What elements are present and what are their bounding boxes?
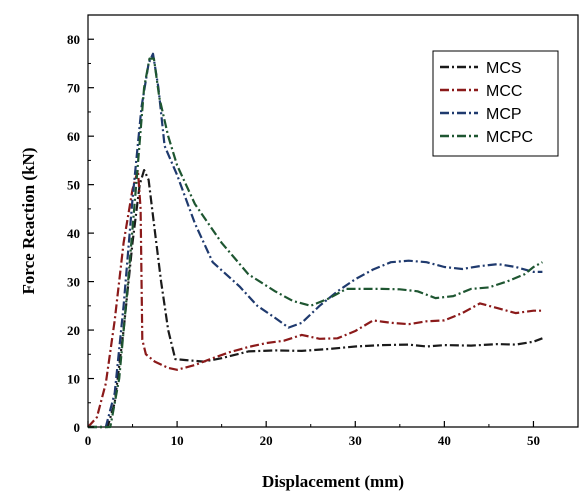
plot-border [87, 14, 579, 428]
x-axis-ticks: 0 10 20 30 40 50 [85, 421, 540, 448]
y-tick-label: 50 [67, 178, 80, 193]
x-axis-label: Displacement (mm) [262, 472, 404, 491]
x-tick-label: 10 [171, 433, 184, 448]
x-tick-label: 50 [527, 433, 540, 448]
y-tick-label: 80 [67, 32, 80, 47]
legend-item-mcpc: MCPC [440, 129, 533, 146]
legend-item-mcp: MCP [440, 106, 522, 123]
y-tick-label: 0 [74, 420, 81, 435]
y-tick-label: 40 [67, 226, 80, 241]
y-axis-label: Force Reaction (kN) [19, 148, 38, 295]
y-tick-label: 30 [67, 275, 80, 290]
y-axis-ticks: 0 10 20 30 40 50 60 70 80 [67, 32, 94, 435]
y-tick-label: 10 [67, 372, 80, 387]
y-tick-label: 60 [67, 129, 80, 144]
series-line-mcc [87, 169, 543, 428]
x-tick-label: 30 [349, 433, 362, 448]
x-tick-label: 40 [438, 433, 451, 448]
legend-label: MCS [486, 60, 522, 77]
legend-label: MCC [486, 83, 522, 100]
legend-label: MCP [486, 106, 522, 123]
y-tick-label: 70 [67, 81, 80, 96]
y-tick-label: 20 [67, 323, 80, 338]
x-tick-label: 0 [85, 433, 92, 448]
series-line-mcp [88, 52, 543, 429]
legend-item-mcs: MCS [440, 60, 522, 77]
series-line-mcs [88, 169, 543, 429]
legend: MCS MCC MCP MCPC [432, 50, 559, 157]
legend-label: MCPC [486, 129, 533, 146]
series-line-mcpc [88, 57, 543, 429]
plot-frame [87, 14, 579, 428]
series-layer [87, 52, 543, 429]
legend-box [432, 50, 559, 157]
legend-item-mcc: MCC [440, 83, 522, 100]
x-tick-label: 20 [260, 433, 273, 448]
